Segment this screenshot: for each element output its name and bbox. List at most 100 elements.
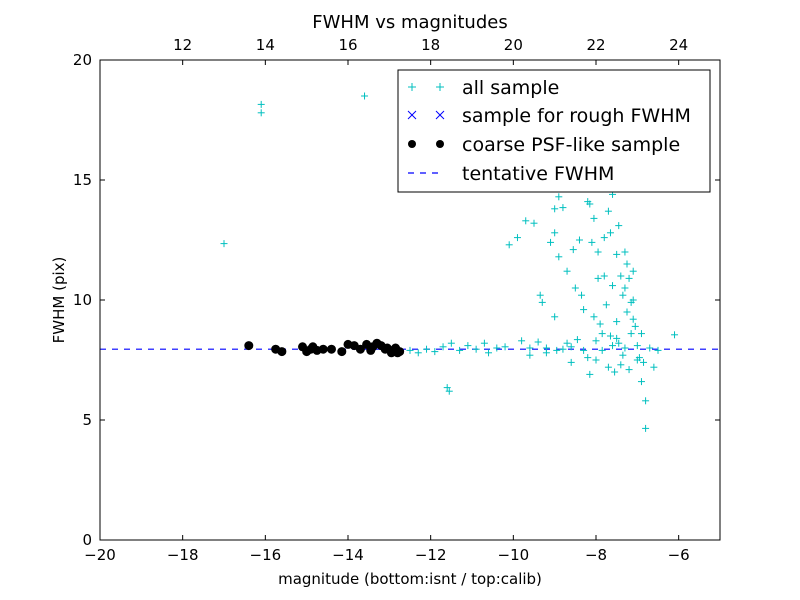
all-sample-point [615,339,623,347]
all-sample-point [580,346,588,354]
all-sample-point [423,345,431,353]
psf-sample-point [318,344,328,354]
all-sample-point [604,363,612,371]
all-sample-point [406,346,414,354]
all-sample-point [501,343,509,351]
all-sample-point [534,338,542,346]
all-sample-point [555,193,563,201]
all-sample-point [623,308,631,316]
all-sample-point [609,342,617,350]
all-sample-point [493,344,501,352]
all-sample-point [588,238,596,246]
all-sample-point [594,248,602,256]
all-sample-point [671,331,679,339]
all-sample-point [615,222,623,230]
all-sample-point [538,298,546,306]
all-sample-point [629,296,637,304]
all-sample-point [580,306,588,314]
all-sample-point [606,332,614,340]
all-sample-point [567,343,575,351]
all-sample-point [551,205,559,213]
all-sample-point [456,346,464,354]
all-sample-point [439,343,447,351]
axes: −20 −18 −16 −14 −12 −10 −8 −6 12 14 16 18 20 22 24 0 5 10… [73,36,720,564]
all-sample-point [563,267,571,275]
all-sample-point [464,342,472,350]
all-sample-point [621,248,629,256]
legend-plus-marker [408,83,416,91]
psf-sample-point [306,344,316,354]
all-sample-point [522,217,530,225]
all-sample-point [621,344,629,352]
all-sample-point [551,229,559,237]
legend-entry: tentative FWHM [408,163,614,185]
legend-label: coarse PSF-like sample [462,134,680,156]
all-sample-point [472,345,480,353]
all-sample-point [604,207,612,215]
all-sample-point [526,344,534,352]
all-sample-point [445,387,453,395]
all-sample-point [600,234,608,242]
x-tick-label: −8 [585,546,607,564]
all-sample-point [642,424,650,432]
all-sample-point [518,337,526,345]
legend-x-marker [435,110,445,120]
x-tick-label: −20 [84,546,116,564]
all-sample-point [619,351,627,359]
x-axis-label: magnitude (bottom:isnt / top:calib) [278,570,542,588]
legend-box [397,69,711,193]
all-sample-point [631,322,639,330]
all-sample-point [646,344,654,352]
all-sample-point [592,337,600,345]
all-sample-point [573,336,581,344]
legend-label: all sample [462,77,559,99]
x-tick-label: −6 [668,546,690,564]
all-sample-point [598,346,606,354]
all-sample-point [563,339,571,347]
all-sample-point [609,282,617,290]
psf-sample-point [380,344,390,354]
psf-sample-point [393,348,403,358]
all-sample-point [625,274,633,282]
all-sample-point [654,346,662,354]
all-sample-point [257,100,265,108]
all-sample-point [257,109,265,117]
psf-sample-point [244,341,254,351]
all-sample-point [627,330,635,338]
legend-plus-marker [436,83,444,91]
all-sample-point [447,339,455,347]
all-sample-point [611,368,619,376]
all-sample-point [623,260,631,268]
all-sample-point [619,291,627,299]
legend-x-marker [407,110,417,120]
psf-sample-point [326,344,336,354]
all-sample-point [551,313,559,321]
all-sample-point [567,358,575,366]
all-sample-point [584,354,592,362]
all-sample-point [613,334,621,342]
all-sample-point [642,397,650,405]
y-tick-label: 20 [73,51,92,69]
all-sample-point [542,349,550,357]
top-tick-label: 22 [586,36,605,54]
all-sample-point [571,284,579,292]
top-tick-label: 12 [173,36,192,54]
all-sample-point [617,272,625,280]
top-tick-label: 24 [669,36,688,54]
legend-circle-marker [436,140,444,148]
all-sample-point [633,356,641,364]
all-sample-point [220,240,228,248]
x-tick-label: −16 [250,546,282,564]
all-sample-point [480,339,488,347]
top-tick-label: 16 [338,36,357,54]
legend-entry: all sample [408,77,559,99]
y-tick-label: 10 [73,291,92,309]
psf-sample-point [355,344,365,354]
all-sample-point [633,342,641,350]
all-sample-point [530,219,538,227]
all-sample-point [596,320,604,328]
all-sample-point [640,358,648,366]
chart-title: FWHM vs magnitudes [312,12,507,33]
all-sample-point [559,345,567,353]
